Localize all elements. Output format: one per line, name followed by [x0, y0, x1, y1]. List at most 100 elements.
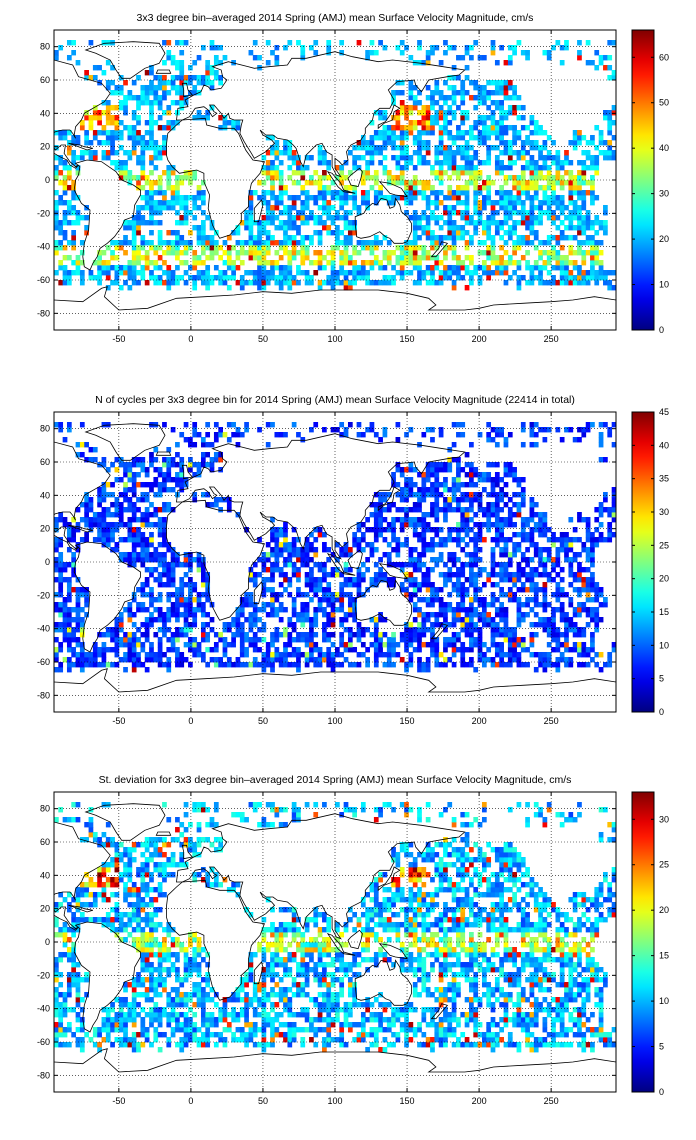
- heatmap-cell: [131, 642, 137, 648]
- chart-velocity: -50 0 50 100 150 200 250-80-60-40-200204060800…: [37, 29, 669, 344]
- heatmap-cell: [188, 230, 193, 236]
- heatmap-cell: [326, 547, 332, 553]
- heatmap-cell: [434, 115, 440, 121]
- heatmap-cell: [438, 145, 444, 151]
- heatmap-cell: [300, 210, 306, 216]
- heatmap-cell: [564, 532, 569, 538]
- heatmap-cell: [538, 280, 543, 286]
- heatmap-cell: [205, 662, 211, 668]
- heatmap-cell: [382, 572, 388, 578]
- heatmap-cell: [309, 275, 314, 281]
- heatmap-cell: [477, 547, 483, 553]
- heatmap-cell: [525, 235, 530, 241]
- heatmap-cell: [473, 597, 479, 603]
- heatmap-cell: [581, 582, 587, 588]
- heatmap-cell: [507, 145, 513, 151]
- heatmap-cell: [460, 215, 466, 221]
- heatmap-cell: [278, 210, 284, 216]
- heatmap-cell: [209, 255, 215, 261]
- heatmap-cell: [296, 577, 301, 583]
- heatmap-cell: [404, 200, 409, 206]
- heatmap-cell: [447, 502, 453, 508]
- heatmap-cell: [494, 170, 500, 176]
- heatmap-cell: [395, 652, 401, 658]
- heatmap-cell: [499, 652, 504, 658]
- heatmap-cell: [551, 265, 556, 271]
- heatmap-cell: [386, 522, 392, 528]
- heatmap-cell: [162, 250, 167, 256]
- heatmap-cell: [585, 567, 591, 573]
- heatmap-cell: [598, 507, 604, 513]
- heatmap-cell: [399, 492, 405, 498]
- heatmap-cell: [434, 542, 440, 548]
- heatmap-cell: [330, 265, 336, 271]
- heatmap-cell: [568, 260, 574, 266]
- heatmap-cell: [265, 602, 271, 608]
- heatmap-cell: [183, 205, 189, 211]
- heatmap-cell: [373, 637, 379, 643]
- heatmap-cell: [386, 275, 392, 281]
- heatmap-cell: [222, 240, 228, 246]
- heatmap-cell: [248, 612, 254, 618]
- heatmap-cell: [486, 492, 492, 498]
- heatmap-cell: [585, 552, 591, 558]
- heatmap-cell: [127, 517, 133, 523]
- heatmap-cell: [235, 255, 241, 261]
- heatmap-cell: [525, 195, 530, 201]
- heatmap-cell: [486, 617, 492, 623]
- heatmap-cell: [153, 275, 159, 281]
- heatmap-cell: [434, 657, 440, 663]
- heatmap-cell: [118, 617, 124, 623]
- heatmap-cell: [270, 602, 275, 608]
- heatmap-cell: [590, 582, 595, 588]
- heatmap-cell: [611, 120, 616, 126]
- heatmap-cell: [473, 185, 479, 191]
- heatmap-cell: [136, 482, 141, 488]
- heatmap-cell: [590, 190, 595, 196]
- heatmap-cell: [473, 522, 479, 528]
- heatmap-cell: [542, 175, 548, 181]
- heatmap-cell: [101, 537, 107, 543]
- heatmap-cell: [417, 275, 422, 281]
- heatmap-cell: [304, 537, 310, 543]
- heatmap-cell: [516, 662, 522, 668]
- heatmap-cell: [507, 647, 513, 653]
- heatmap-cell: [157, 637, 163, 643]
- heatmap-cell: [92, 155, 98, 161]
- heatmap-cell: [598, 240, 604, 246]
- heatmap-cell: [300, 190, 306, 196]
- heatmap-cell: [200, 492, 206, 498]
- heatmap-cell: [326, 622, 332, 628]
- heatmap-cell: [140, 160, 146, 166]
- heatmap-cell: [114, 265, 120, 271]
- heatmap-cell: [131, 125, 137, 131]
- heatmap-cell: [140, 85, 146, 91]
- heatmap-cell: [205, 80, 211, 86]
- heatmap-cell: [196, 592, 202, 598]
- heatmap-cell: [469, 632, 474, 638]
- heatmap-cell: [162, 507, 167, 513]
- heatmap-cell: [257, 557, 262, 563]
- heatmap-cell: [373, 280, 379, 286]
- heatmap-cell: [127, 562, 133, 568]
- heatmap-cell: [136, 527, 141, 533]
- heatmap-cell: [559, 587, 565, 593]
- heatmap-cell: [62, 577, 68, 583]
- heatmap-cell: [257, 275, 262, 281]
- heatmap-cell: [118, 270, 124, 276]
- heatmap-cell: [421, 517, 427, 523]
- heatmap-cell: [287, 270, 293, 276]
- heatmap-cell: [175, 60, 180, 66]
- heatmap-cell: [525, 225, 530, 231]
- heatmap-cell: [533, 527, 539, 533]
- heatmap-cell: [257, 240, 262, 246]
- heatmap-cell: [585, 527, 591, 533]
- heatmap-cell: [417, 657, 422, 663]
- heatmap-cell: [261, 260, 267, 266]
- heatmap-cell: [412, 527, 418, 533]
- heatmap-cell: [365, 190, 370, 196]
- heatmap-cell: [581, 275, 587, 281]
- heatmap-cell: [399, 50, 405, 56]
- heatmap-cell: [585, 607, 591, 613]
- heatmap-cell: [430, 622, 435, 628]
